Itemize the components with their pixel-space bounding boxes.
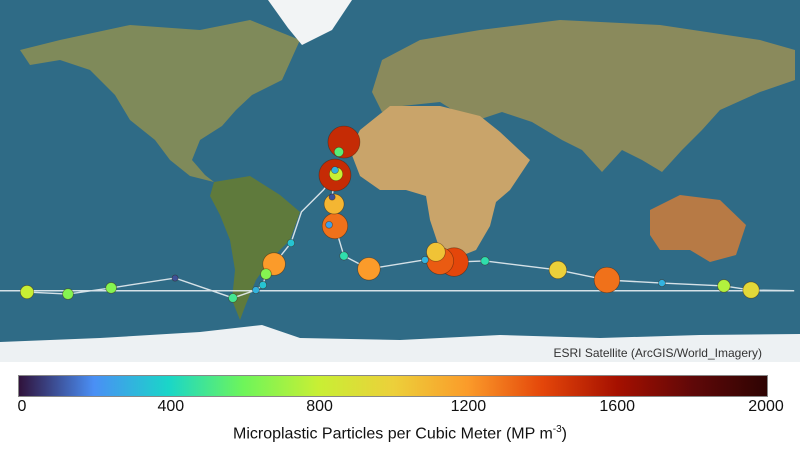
colorbar-title-text: Microplastic Particles per Cubic Meter (… [232,425,553,443]
colorbar-title-close: ) [561,425,567,443]
sample-point[interactable] [357,257,381,281]
sample-point[interactable] [286,238,295,248]
eurasia [372,20,795,172]
colorbar-tick-label: 1600 [599,398,635,415]
colorbar-tick-label: 800 [306,398,333,415]
colorbar-title-exponent: -3 [552,424,562,435]
map-attribution: ESRI Satellite (ArcGIS/World_Imagery) [553,346,762,360]
sample-point[interactable] [339,251,349,261]
sample-point[interactable] [228,293,238,303]
colorbar-title: Microplastic Particles per Cubic Meter (… [0,424,800,443]
sample-points [19,125,760,303]
sample-point[interactable] [62,288,74,300]
sample-point[interactable] [548,260,568,280]
greenland [268,0,352,45]
sample-point[interactable] [105,282,117,294]
colorbar-tick-label: 400 [157,398,185,415]
sample-point[interactable] [333,146,344,157]
australia [650,195,746,262]
sample-point[interactable] [331,166,339,174]
colorbar-tick-label: 2000 [748,398,784,415]
colorbar-tick-label: 0 [17,398,27,415]
land-masses [0,0,800,362]
sample-point[interactable] [328,193,336,201]
colorbar-tick-label: 1200 [450,398,487,415]
sample-point[interactable] [658,279,666,287]
sample-point[interactable] [19,285,35,300]
sample-point[interactable] [171,274,179,282]
sample-point[interactable] [260,268,272,280]
satellite-map[interactable] [0,0,800,362]
sample-point[interactable] [480,256,490,266]
sample-point[interactable] [323,193,345,215]
colorbar [18,375,768,397]
sample-point[interactable] [421,256,429,264]
sample-point[interactable] [742,281,760,299]
sample-point[interactable] [325,221,333,229]
south-america [210,176,300,320]
africa [350,106,530,258]
antarctica [0,325,800,362]
north-america [20,20,300,182]
sample-point[interactable] [717,279,731,293]
sample-point[interactable] [426,242,446,262]
sample-point[interactable] [258,280,267,290]
sample-point[interactable] [593,266,621,294]
sample-point[interactable] [327,125,361,159]
sample-point[interactable] [252,286,260,294]
